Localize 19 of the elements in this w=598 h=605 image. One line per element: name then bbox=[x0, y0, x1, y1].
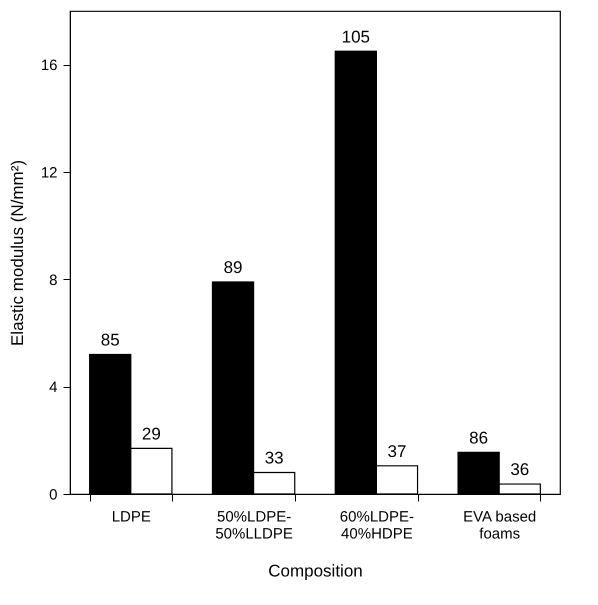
x-tick-label: 50%LDPE-50%LLDPE bbox=[215, 508, 293, 542]
y-tick-label: 0 bbox=[49, 486, 58, 504]
y-tick-label: 4 bbox=[49, 379, 58, 396]
y-tick-label: 8 bbox=[49, 272, 58, 289]
x-tick-label: EVA based foams bbox=[463, 508, 536, 542]
annotation: 105 bbox=[342, 27, 370, 46]
x-tick-label: 60%LDPE-40%HDPE bbox=[340, 508, 414, 542]
annotation: 85 bbox=[100, 330, 120, 350]
annotation: 33 bbox=[264, 448, 284, 468]
annotation: 29 bbox=[142, 424, 161, 444]
y-axis-title: Elastic modulus (N/mm²) bbox=[8, 160, 27, 346]
x-axis-title: Composition bbox=[268, 562, 363, 580]
annotation: 86 bbox=[469, 428, 488, 448]
annotation: 37 bbox=[388, 442, 406, 461]
y-tick-label: 16 bbox=[40, 57, 58, 74]
annotation: 36 bbox=[510, 460, 530, 480]
x-tick-label: LDPE bbox=[112, 508, 151, 526]
y-tick-label: 12 bbox=[40, 164, 58, 182]
annotation: 89 bbox=[224, 258, 242, 278]
